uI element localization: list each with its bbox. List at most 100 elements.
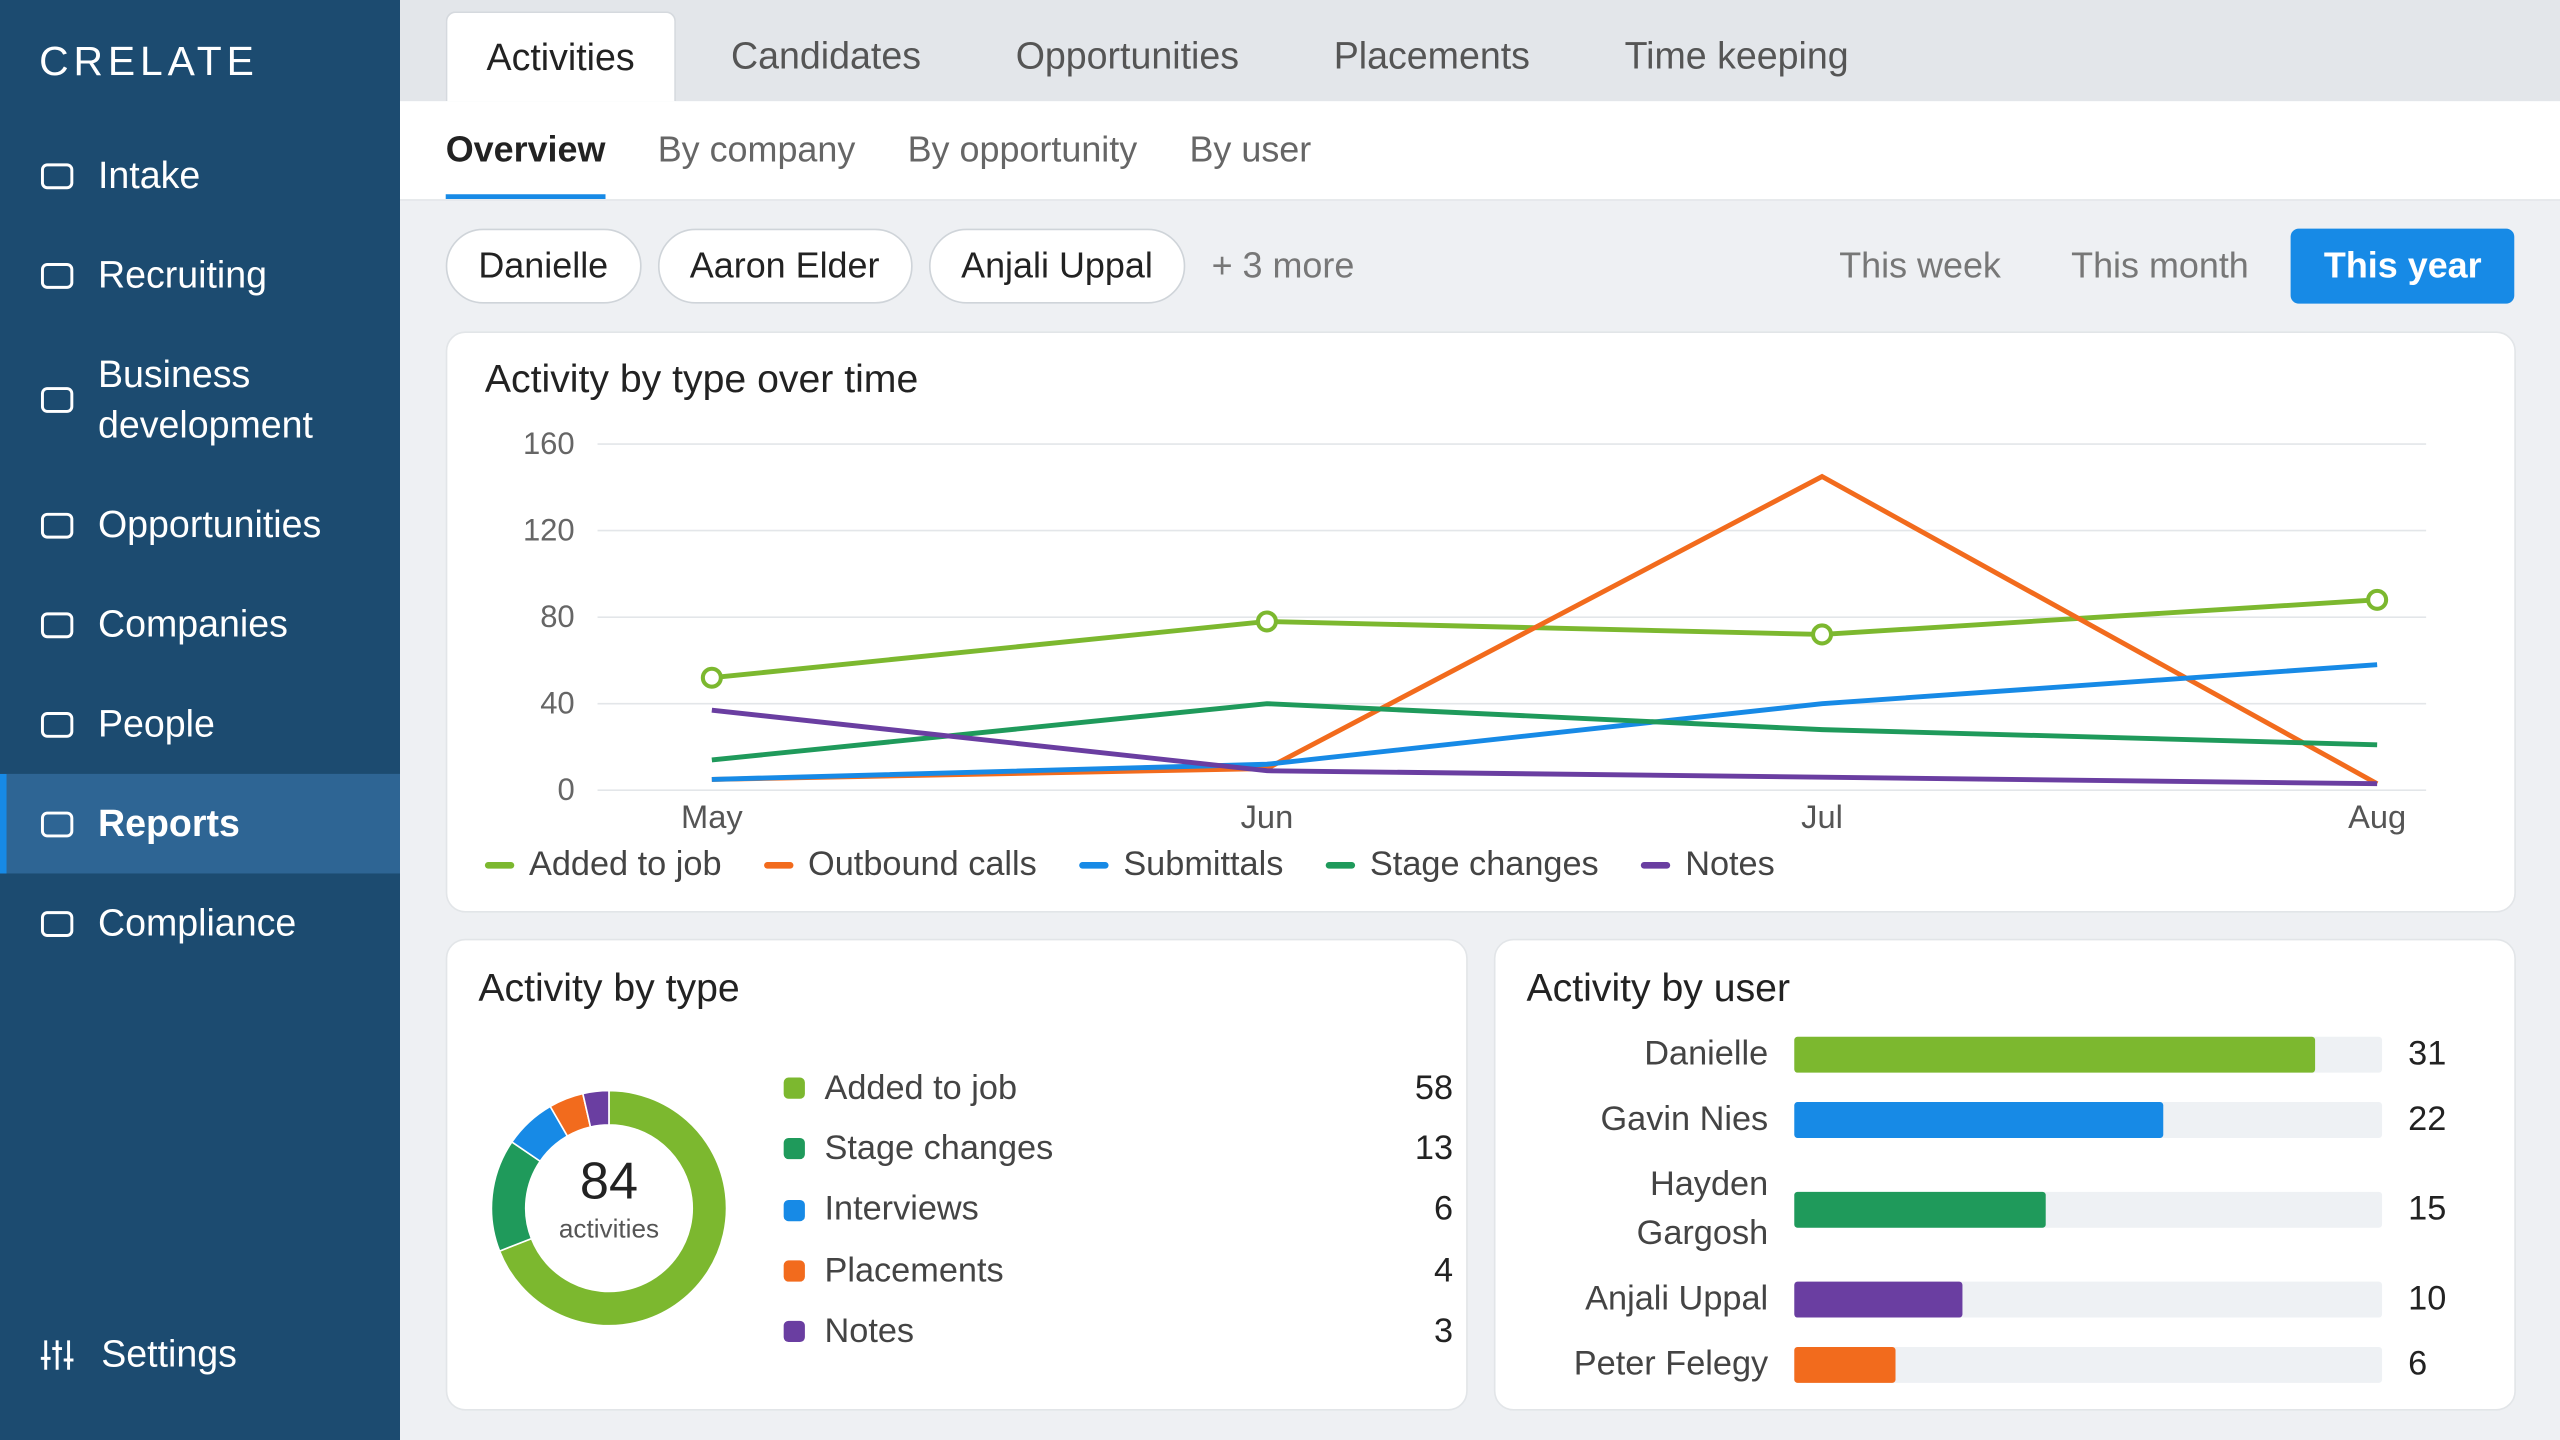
settings[interactable]: Settings bbox=[39, 1332, 237, 1376]
legend-swatch bbox=[783, 1199, 805, 1221]
bar bbox=[1794, 1191, 2047, 1228]
bar-value: 31 bbox=[2408, 1035, 2447, 1073]
nav-label: Companies bbox=[97, 602, 288, 645]
y-tick-label: 160 bbox=[523, 426, 575, 461]
nav-label: Intake bbox=[97, 153, 201, 196]
nav-item[interactable]: People bbox=[0, 674, 400, 774]
nav-icon bbox=[40, 611, 74, 638]
nav-label: Compliance bbox=[97, 901, 297, 944]
legend-item[interactable]: Submittals bbox=[1079, 846, 1283, 885]
legend-row: Stage changes 13 bbox=[783, 1119, 1454, 1180]
donut-total-label: activities bbox=[559, 1214, 659, 1244]
nav-item[interactable]: Opportunities bbox=[0, 475, 400, 575]
legend: Added to job Outbound calls Submittals Stag… bbox=[484, 845, 1817, 885]
nav-label: Business development bbox=[97, 352, 313, 446]
bar bbox=[1794, 1281, 1963, 1318]
bar-row: Danielle 31 bbox=[1549, 1030, 2446, 1079]
subtab[interactable]: Overview bbox=[446, 101, 606, 199]
x-tick-label: Aug bbox=[2348, 798, 2406, 835]
icon-shape bbox=[40, 611, 74, 638]
nav-label: Recruiting bbox=[97, 253, 268, 296]
nav-item[interactable]: Business development bbox=[0, 325, 400, 475]
more-users[interactable]: + 3 more bbox=[1211, 244, 1355, 286]
nav-label: People bbox=[97, 702, 215, 745]
range-button[interactable]: This year bbox=[2291, 228, 2515, 304]
nav-icon bbox=[40, 387, 74, 413]
y-tick-label: 0 bbox=[557, 772, 574, 807]
donut-legend: Added to job 58 Stage changes 13 Interviews 6… bbox=[783, 1058, 1454, 1363]
legend-item[interactable]: Stage changes bbox=[1325, 845, 1599, 885]
legend-item[interactable]: Outbound calls bbox=[763, 845, 1037, 885]
user-chip[interactable]: Anjali Uppal bbox=[928, 228, 1186, 304]
tab[interactable]: Candidates bbox=[731, 34, 921, 77]
bar bbox=[1794, 1102, 2164, 1138]
settings-label: Settings bbox=[101, 1332, 237, 1375]
legend-label: Stage changes bbox=[1369, 845, 1599, 884]
subtabs: Overview By company By opportunity By user bbox=[446, 101, 1364, 199]
legend-swatch bbox=[763, 862, 794, 869]
nav-item[interactable]: Reports bbox=[0, 773, 400, 874]
icon-shape bbox=[40, 810, 74, 837]
legend-row: Interviews 6 bbox=[783, 1180, 1454, 1241]
tab[interactable]: Activities bbox=[445, 11, 676, 102]
range-button[interactable]: This week bbox=[1839, 244, 2001, 286]
legend-swatch bbox=[783, 1077, 805, 1100]
nav-icon bbox=[40, 162, 74, 189]
bar-track bbox=[1794, 1346, 2383, 1383]
subtab[interactable]: By opportunity bbox=[907, 128, 1138, 170]
line-card bbox=[445, 331, 2516, 913]
chart-title: Activity by type over time bbox=[484, 357, 919, 402]
tab[interactable]: Opportunities bbox=[1015, 34, 1240, 77]
nav-item[interactable]: Recruiting bbox=[0, 225, 400, 325]
legend-value: 6 bbox=[1433, 1190, 1454, 1229]
donut-total: 84 bbox=[580, 1152, 638, 1210]
date-ranges: This week This month This year bbox=[1769, 228, 2515, 304]
y-tick-label: 120 bbox=[523, 512, 575, 547]
legend-label: Added to job bbox=[824, 1068, 1018, 1107]
x-tick-label: Jul bbox=[1801, 798, 1843, 835]
subtab[interactable]: By company bbox=[657, 128, 856, 170]
range-button[interactable]: This month bbox=[2071, 244, 2249, 286]
legend-label: Interviews bbox=[824, 1190, 979, 1229]
nav-item[interactable]: Companies bbox=[0, 575, 400, 675]
nav-label: Opportunities bbox=[97, 502, 322, 546]
sub-bar bbox=[399, 101, 2560, 201]
nav-icon bbox=[40, 262, 74, 288]
legend-item[interactable]: Notes bbox=[1641, 846, 1775, 885]
legend-label: Outbound calls bbox=[808, 845, 1037, 884]
tabs: Activities Candidates Opportunities Placeme… bbox=[445, 11, 1904, 102]
settings-icon bbox=[40, 1339, 74, 1369]
donut-slice bbox=[490, 1140, 542, 1253]
nav-label: Reports bbox=[97, 801, 240, 845]
tab[interactable]: Placements bbox=[1333, 34, 1530, 77]
legend-value: 13 bbox=[1414, 1129, 1454, 1168]
legend-swatch bbox=[484, 862, 515, 869]
nav-icon bbox=[40, 810, 74, 837]
donut-card bbox=[445, 938, 1468, 1411]
series-line bbox=[711, 597, 2378, 681]
point bbox=[2366, 588, 2389, 611]
nav-item[interactable]: Compliance bbox=[0, 873, 400, 973]
tab[interactable]: Time keeping bbox=[1624, 34, 1849, 77]
chart-title: Activity by user bbox=[1526, 966, 1791, 1011]
legend-row: Notes 3 bbox=[783, 1302, 1453, 1363]
bar-track bbox=[1794, 1191, 2383, 1228]
point bbox=[700, 666, 723, 689]
series-line bbox=[711, 662, 2378, 782]
bar-label: Peter Felegy bbox=[1573, 1345, 1769, 1383]
legend-item[interactable]: Added to job bbox=[484, 846, 722, 885]
legend-value: 4 bbox=[1433, 1251, 1454, 1290]
icon-shape bbox=[40, 711, 74, 737]
legend-row: Placements 4 bbox=[783, 1241, 1454, 1302]
bar-value: 15 bbox=[2408, 1190, 2447, 1228]
user-chip[interactable]: Danielle bbox=[445, 228, 641, 304]
user-chip[interactable]: Aaron Elder bbox=[657, 228, 913, 304]
nav-item[interactable]: Intake bbox=[0, 126, 400, 226]
subtab[interactable]: By user bbox=[1189, 128, 1312, 170]
bar-label: Gavin Nies bbox=[1600, 1100, 1769, 1138]
sidebar: CRELATE Intake Recruiting Business develop… bbox=[0, 0, 400, 1440]
bar-value: 6 bbox=[2408, 1345, 2428, 1383]
x-tick-label: May bbox=[681, 798, 743, 835]
